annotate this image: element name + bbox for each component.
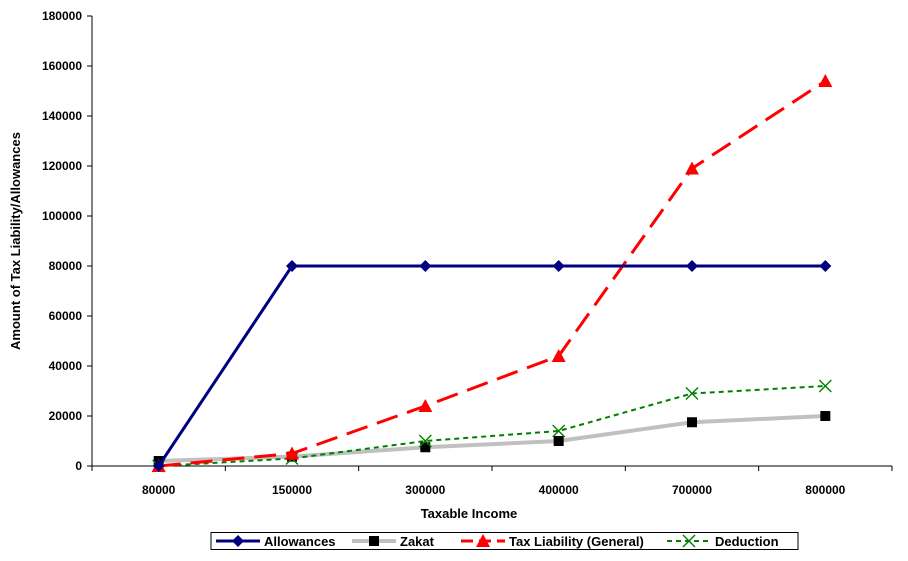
data-point-marker	[551, 349, 566, 362]
data-point-marker	[685, 161, 699, 175]
series-tax-liability-general	[151, 74, 833, 472]
y-tick-label: 0	[75, 459, 82, 473]
y-tick-label: 20000	[49, 409, 83, 423]
axes: 0 20000 40000 60000 80000 100000 120000 140000 1…	[42, 9, 893, 497]
data-point-marker	[820, 411, 831, 421]
data-point-marker	[552, 424, 566, 438]
legend: Allowances Zakat Tax Liability (General) De…	[210, 532, 799, 550]
data-point-marker	[685, 387, 699, 400]
y-tick-label: 40000	[49, 359, 83, 373]
x-tick-label: 800000	[805, 483, 845, 497]
data-point-marker	[818, 74, 833, 87]
data-point-marker	[418, 434, 432, 448]
data-point-marker	[418, 399, 433, 412]
series-line	[158, 385, 826, 467]
series-line	[158, 414, 826, 463]
x-axis-title: Taxable Income	[421, 506, 518, 521]
legend-label: Tax Liability (General)	[509, 534, 644, 549]
legend-item: Tax Liability (General)	[461, 534, 644, 549]
data-point-marker	[682, 534, 696, 548]
series-allowances	[152, 260, 832, 472]
y-tick-label: 180000	[42, 9, 82, 23]
series-line	[157, 264, 826, 467]
y-tick-label: 120000	[42, 159, 82, 173]
x-tick-label: 300000	[405, 483, 445, 497]
data-point-marker	[476, 534, 490, 547]
y-tick-label: 160000	[42, 59, 82, 73]
y-axis-title: Amount of Tax Liability/Allowances	[8, 132, 23, 350]
data-point-marker	[553, 436, 564, 446]
legend-item: Allowances	[216, 534, 336, 549]
series-layer	[151, 74, 833, 473]
legend-item: Zakat	[352, 534, 435, 549]
legend-label: Zakat	[400, 534, 435, 549]
data-point-marker	[232, 535, 244, 547]
legend-label: Deduction	[715, 534, 779, 549]
data-point-marker	[552, 260, 565, 272]
data-point-marker	[818, 379, 832, 393]
legend-item: Deduction	[667, 534, 779, 549]
data-point-marker	[687, 417, 697, 428]
legend-label: Allowances	[264, 534, 336, 549]
data-point-marker	[419, 260, 432, 272]
data-point-marker	[152, 460, 165, 472]
x-tick-label: 400000	[539, 483, 579, 497]
x-tick-label: 700000	[672, 483, 712, 497]
x-tick-label: 150000	[272, 483, 312, 497]
data-point-marker	[285, 446, 299, 460]
data-point-marker	[420, 442, 431, 453]
data-point-marker	[286, 260, 298, 272]
data-point-marker	[369, 536, 379, 546]
y-tick-label: 80000	[49, 259, 83, 273]
y-tick-label: 100000	[42, 209, 82, 223]
y-tick-label: 140000	[42, 109, 82, 123]
x-tick-label: 80000	[142, 483, 176, 497]
y-tick-label: 60000	[49, 309, 83, 323]
data-point-marker	[686, 260, 698, 272]
series-line	[158, 79, 827, 468]
data-point-marker	[819, 260, 832, 272]
